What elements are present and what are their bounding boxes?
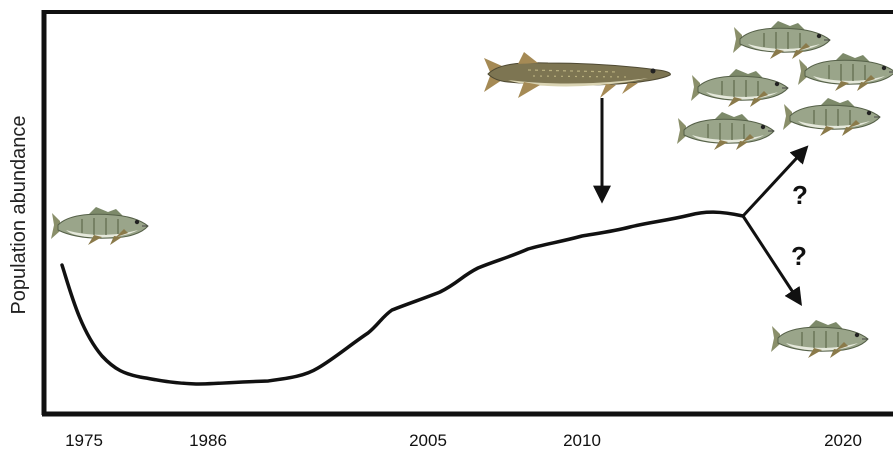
perch-fish-icon xyxy=(797,52,893,92)
perch-fish-icon xyxy=(690,68,789,108)
increase-arrow xyxy=(741,145,809,218)
y-axis-label: Population abundance xyxy=(8,115,30,314)
perch-fish-icon xyxy=(676,111,775,151)
pike-fish-icon xyxy=(484,52,671,98)
decrease-arrow xyxy=(741,215,802,307)
x-tick-label: 1986 xyxy=(189,431,227,450)
population-trend-line xyxy=(60,210,745,386)
question-mark-down: ? xyxy=(791,241,807,271)
x-tick-label: 2005 xyxy=(409,431,447,450)
perch-fish-icon xyxy=(50,206,149,246)
x-tick-label: 2020 xyxy=(824,431,862,450)
perch-fish-icon xyxy=(732,20,831,60)
question-mark-up: ? xyxy=(792,180,808,210)
x-tick-label: 2010 xyxy=(563,431,601,450)
perch-fish-icon xyxy=(782,97,881,137)
perch-fish-icon xyxy=(770,319,869,359)
x-tick-label: 1975 xyxy=(65,431,103,450)
